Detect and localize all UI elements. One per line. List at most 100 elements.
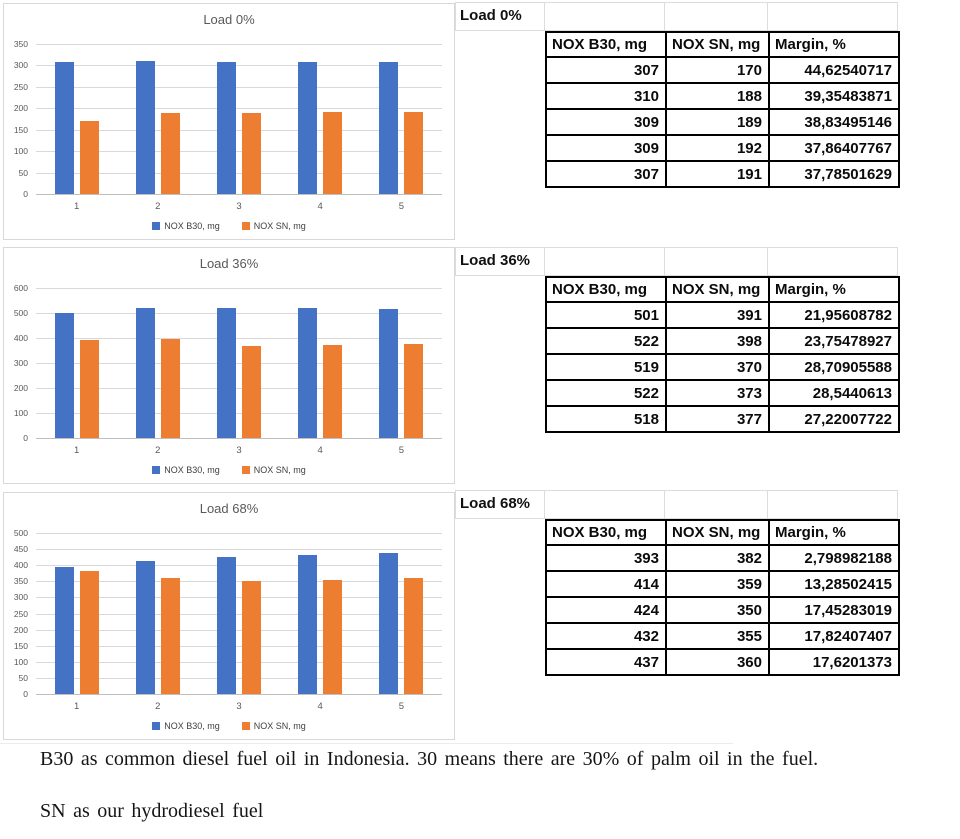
table-row: 307 170 44,62540717 — [545, 56, 960, 84]
table-row: 307 191 37,78501629 — [545, 160, 960, 188]
gridline — [36, 645, 442, 647]
gridline — [36, 677, 442, 679]
column-header-nox-sn: NOX SN, mg — [665, 31, 770, 58]
chart-title: Load 36% — [199, 256, 259, 271]
gridline — [36, 629, 442, 631]
cell-nox-b30: 501 — [545, 301, 667, 329]
cell-nox-b30: 518 — [545, 405, 667, 433]
bar-nox-sn — [404, 578, 424, 694]
legend-swatch — [152, 466, 161, 474]
bar-nox-sn — [404, 343, 424, 438]
cell-margin: 38,83495146 — [768, 108, 900, 136]
cell-margin: 27,22007722 — [768, 405, 900, 433]
cell-margin: 44,62540717 — [768, 56, 900, 84]
x-axis-category-label: 3 — [236, 445, 242, 456]
y-axis-tick-label: 300 — [13, 60, 28, 71]
table-header-row: NOX B30, mg NOX SN, mg Margin, % — [545, 276, 960, 303]
gridline — [36, 661, 442, 663]
y-axis-tick-label: 500 — [13, 528, 28, 538]
cell-nox-sn: 191 — [665, 160, 770, 188]
gridline — [36, 65, 442, 67]
sheet-cell — [544, 247, 665, 276]
column-header-nox-b30: NOX B30, mg — [545, 31, 667, 58]
column-header-margin: Margin, % — [768, 31, 900, 58]
gridline — [36, 413, 442, 414]
table-row: 414 359 13,28502415 — [545, 570, 960, 598]
y-axis-tick-label: 0 — [23, 189, 28, 199]
table-row: 424 350 17,45283019 — [545, 596, 960, 624]
cell-margin: 23,75478927 — [768, 327, 900, 355]
bar-nox-b30 — [217, 308, 236, 438]
cell-nox-sn: 188 — [665, 82, 770, 110]
legend-label: NOX B30, mg — [164, 721, 220, 731]
x-axis-category-label: 2 — [155, 201, 161, 212]
gridline — [36, 313, 442, 314]
y-axis-tick-label: 0 — [23, 689, 28, 699]
table-header-row: NOX B30, mg NOX SN, mg Margin, % — [545, 31, 960, 58]
data-table: NOX B30, mg NOX SN, mg Margin, % 501 391 21,9… — [545, 276, 960, 433]
legend-label: NOX SN, mg — [253, 221, 306, 231]
table-row: 393 382 2,798982188 — [545, 544, 960, 572]
bar-nox-sn — [404, 112, 424, 194]
x-axis-category-label: 5 — [398, 201, 405, 212]
legend-swatch — [152, 222, 161, 230]
gridline — [36, 549, 442, 551]
bar-nox-sn — [79, 570, 99, 694]
gridline — [36, 129, 442, 131]
gridline — [36, 613, 442, 615]
legend-label: NOX SN, mg — [253, 721, 306, 731]
sheet-cell — [767, 2, 898, 31]
table-row: 310 188 39,35483871 — [545, 82, 960, 110]
legend-item: NOX SN, mg — [241, 721, 306, 731]
y-axis-tick-label: 150 — [13, 124, 28, 135]
bar-nox-sn — [160, 338, 180, 438]
note-sn: SN as our hydrodiesel fuel — [40, 800, 264, 822]
cell-nox-b30: 424 — [545, 596, 667, 624]
y-axis-tick-label: 350 — [13, 39, 28, 49]
y-axis-tick-label: 50 — [18, 167, 28, 178]
sheet-cell — [664, 2, 768, 31]
cell-nox-sn: 360 — [665, 648, 770, 676]
bar-nox-b30 — [217, 557, 236, 694]
y-axis-tick-label: 250 — [13, 81, 28, 92]
table-load-36: Load 36% NOX B30, mg NOX SN, mg Margin, % 50… — [455, 247, 960, 433]
bar-nox-b30 — [298, 554, 318, 694]
y-axis-tick-label: 100 — [13, 656, 28, 667]
bar-nox-b30 — [54, 312, 74, 438]
cell-margin: 28,5440613 — [768, 379, 900, 407]
bar-chart-load-36: Load 36% 0 100 200 300 400 500 600 1 2 3 4 5 NOX B30,… — [3, 247, 455, 484]
bar-nox-b30 — [54, 62, 74, 194]
cell-nox-b30: 307 — [545, 56, 667, 84]
cell-nox-b30: 522 — [545, 379, 667, 407]
table-title: Load 68% — [455, 490, 545, 519]
y-axis-tick-label: 450 — [13, 544, 28, 555]
cell-margin: 21,95608782 — [768, 301, 900, 329]
y-axis-tick-label: 600 — [13, 283, 28, 293]
column-header-nox-b30: NOX B30, mg — [545, 276, 667, 303]
x-axis-category-label: 3 — [236, 201, 242, 212]
gridline — [36, 581, 442, 583]
legend-swatch — [241, 222, 250, 230]
table-row: 437 360 17,6201373 — [545, 648, 960, 676]
gridline — [36, 565, 442, 567]
y-axis-tick-label: 0 — [23, 433, 28, 443]
gridline — [36, 108, 442, 110]
bar-nox-b30 — [298, 61, 318, 194]
table-title: Load 0% — [455, 2, 545, 31]
gridline — [36, 151, 442, 153]
cell-nox-b30: 393 — [545, 544, 667, 572]
column-header-nox-sn: NOX SN, mg — [665, 519, 770, 546]
column-header-margin: Margin, % — [768, 519, 900, 546]
sheet-cell — [664, 247, 768, 276]
cell-nox-sn: 170 — [665, 56, 770, 84]
table-row: 522 398 23,75478927 — [545, 327, 960, 355]
x-axis-category-label: 5 — [398, 701, 405, 712]
legend-item: NOX B30, mg — [152, 465, 220, 475]
gridline — [36, 194, 442, 195]
gridline — [36, 694, 442, 695]
bar-chart-load-68: Load 68% 0 50 100 150 200 250 300 350 400 450 500 1 2… — [3, 492, 455, 740]
y-axis-tick-label: 250 — [13, 608, 28, 619]
gridline — [36, 438, 442, 439]
table-row: 519 370 28,70905588 — [545, 353, 960, 381]
y-axis-tick-label: 100 — [13, 146, 28, 157]
